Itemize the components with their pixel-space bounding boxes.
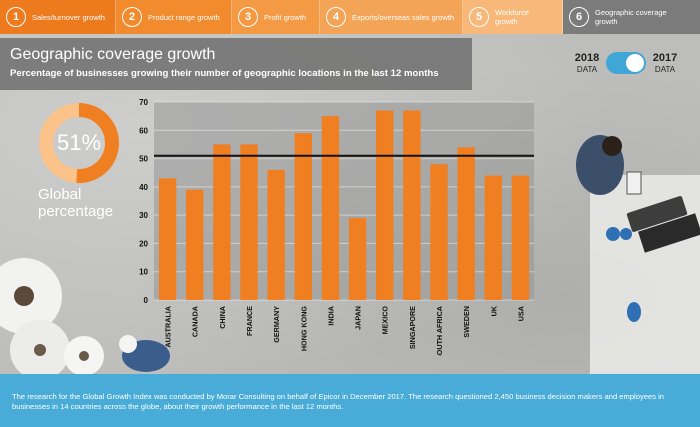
year-2017-label[interactable]: 2017 DATA	[650, 52, 680, 74]
tab-profit[interactable]: 3 Profit growth	[232, 0, 320, 34]
year-2018-label[interactable]: 2018 DATA	[572, 52, 602, 74]
y-tick-label: 0	[144, 296, 149, 305]
x-tick-label: UK	[489, 305, 498, 316]
x-tick-label: HONG KONG	[299, 306, 308, 352]
donut-progress-arc	[39, 103, 119, 183]
bar	[403, 110, 421, 300]
mouse	[627, 302, 641, 322]
page-title: Geographic coverage growth	[10, 46, 216, 63]
bar	[430, 164, 448, 300]
footer-text: The research for the Global Growth Index…	[12, 392, 665, 411]
bar	[158, 178, 177, 300]
tab-number-badge: 5	[469, 7, 489, 27]
tab-label: Exports/overseas sales growth	[352, 12, 455, 22]
tab-geographic-coverage[interactable]: 6 Geographic coverage growth	[563, 0, 700, 34]
x-tick-label: AUSTRALIA	[164, 306, 173, 348]
headphones-right	[620, 228, 632, 240]
y-tick-label: 50	[139, 155, 148, 164]
y-tick-label: 60	[139, 126, 148, 135]
paper-roll-3-core	[79, 351, 89, 361]
bar	[240, 144, 258, 300]
bar	[511, 175, 530, 300]
tab-number-badge: 2	[122, 7, 142, 27]
tablet	[626, 171, 642, 195]
year-2018: 2018	[574, 52, 600, 64]
worker-helmet	[119, 335, 137, 353]
bar	[186, 189, 204, 300]
year-toggle[interactable]	[606, 52, 646, 74]
x-tick-label: CANADA	[191, 306, 200, 337]
tab-label: Product range growth	[148, 12, 220, 22]
x-tick-label: USA	[516, 306, 525, 321]
bar	[321, 116, 340, 300]
bar	[484, 175, 502, 300]
tab-label: Workforce growth	[495, 8, 530, 26]
footer-band: The research for the Global Growth Index…	[0, 374, 700, 427]
year-2017-caption: DATA	[654, 65, 676, 74]
bar	[457, 147, 475, 300]
monitor	[638, 213, 700, 253]
tab-number-badge: 6	[569, 7, 589, 27]
plot-area	[154, 102, 534, 300]
x-tick-label: INDIA	[326, 306, 335, 326]
paper-roll-1-core	[14, 286, 34, 306]
year-2017: 2017	[652, 52, 678, 64]
tab-number-badge: 4	[326, 7, 346, 27]
y-tick-label: 30	[139, 211, 148, 220]
title-panel: Geographic coverage growth Percentage of…	[0, 38, 472, 90]
x-tick-label: SWEDEN	[462, 306, 471, 338]
x-tick-label: SOUTH AFRICA	[435, 306, 444, 356]
bar	[348, 217, 367, 300]
keyboard	[626, 196, 688, 232]
global-percentage-value: 51%	[56, 130, 102, 155]
year-2018-caption: DATA	[576, 65, 598, 74]
bar-chart: 0 10 20 30 40 50 60 70 AUSTRALIA CANADA CHINA FRANC…	[139, 98, 534, 356]
bar	[376, 110, 394, 300]
bar	[213, 144, 231, 300]
x-tick-label: SINGAPORE	[408, 306, 417, 349]
bar	[267, 169, 285, 300]
tab-number-badge: 1	[6, 7, 26, 27]
headphones	[606, 227, 620, 241]
toggle-knob[interactable]	[626, 54, 644, 72]
tab-exports[interactable]: 4 Exports/overseas sales growth	[320, 0, 463, 34]
global-donut	[39, 103, 119, 183]
y-tick-label: 40	[139, 183, 148, 192]
x-tick-label: MEXICO	[381, 306, 390, 335]
tab-number-badge: 3	[238, 7, 258, 27]
y-tick-label: 20	[139, 239, 148, 248]
paper-roll-2-core	[34, 344, 46, 356]
tab-sales-turnover[interactable]: 1 Sales/turnover growth	[0, 0, 116, 34]
y-tick-label: 70	[139, 98, 148, 107]
global-percentage-label: Global percentage	[38, 186, 114, 220]
tab-label: Profit growth	[264, 12, 307, 22]
tab-label: Geographic coverage growth	[595, 8, 667, 26]
tab-label: Sales/turnover growth	[32, 12, 105, 22]
page-subtitle: Percentage of businesses growing their n…	[10, 68, 439, 79]
tab-product-range[interactable]: 2 Product range growth	[116, 0, 232, 34]
x-tick-label: GERMANY	[272, 306, 281, 343]
section-tabs: 1 Sales/turnover growth 2 Product range …	[0, 0, 700, 34]
bar	[294, 133, 312, 300]
x-tick-label: FRANCE	[245, 306, 254, 336]
tab-workforce[interactable]: 5 Workforce growth	[463, 0, 563, 34]
x-tick-label: JAPAN	[354, 306, 363, 330]
y-tick-label: 10	[139, 268, 148, 277]
x-tick-label: CHINA	[218, 306, 227, 329]
office-person-head	[602, 136, 622, 156]
